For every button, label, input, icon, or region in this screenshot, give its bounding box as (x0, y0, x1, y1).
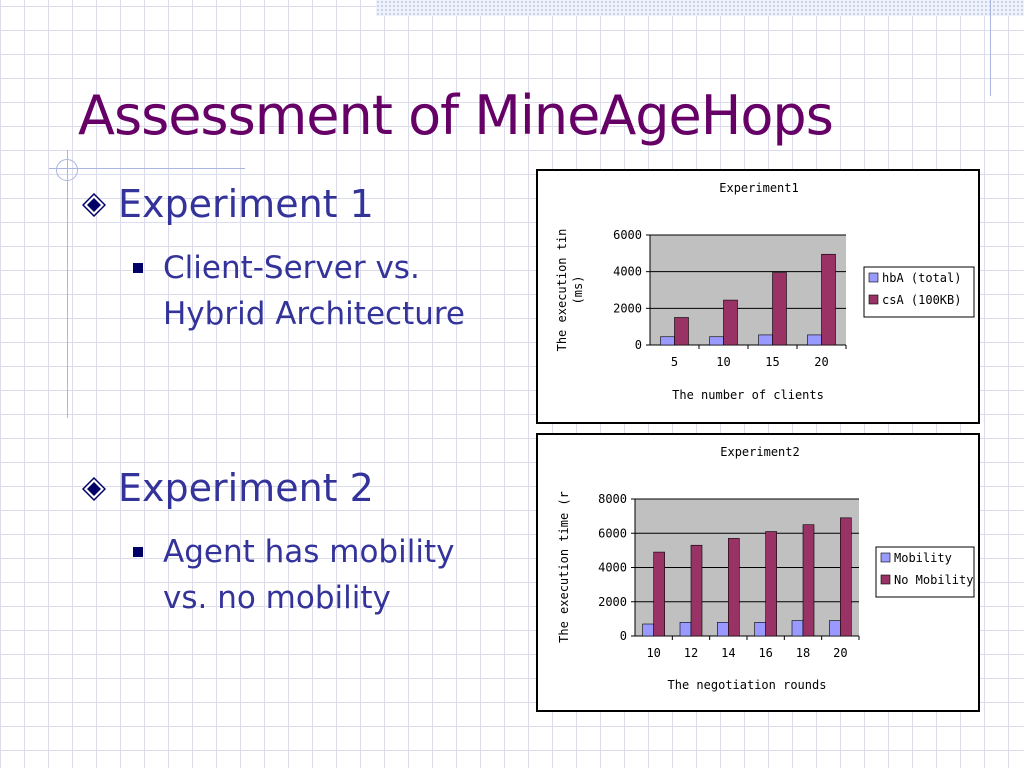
experiment2-chart: Experiment2 0 2000 4000 6000 8000 10 12 14 16 18 20… (536, 433, 980, 712)
y-tick-label: 6000 (598, 526, 627, 540)
x-tick-label: 20 (814, 355, 828, 369)
top-decoration-band (376, 0, 1024, 16)
bar-series-b (821, 253, 836, 346)
legend-label: csA (100KB) (882, 293, 961, 307)
x-tick-label: 10 (646, 646, 660, 660)
chart-title: Experiment2 (720, 445, 799, 459)
decoration-line (49, 168, 245, 169)
y-tick-label: 0 (620, 629, 627, 643)
experiment2-bullet: Agent has mobility vs. no mobility (163, 529, 454, 621)
bar-series-a (679, 622, 692, 637)
y-axis-label: (ms) (571, 276, 585, 305)
bar-series-b (690, 544, 703, 637)
legend-box (875, 546, 975, 598)
bar-series-a (791, 620, 804, 637)
experiment1-bullet-line2: Hybrid Architecture (163, 296, 466, 332)
y-tick-label: 8000 (598, 492, 627, 506)
x-tick-label: 16 (758, 646, 772, 660)
experiment2-chart-svg: Experiment2 0 2000 4000 6000 8000 10 12 14 16 18 20… (557, 445, 975, 692)
bar-series-b (674, 317, 689, 346)
bar-series-a (807, 334, 822, 346)
decoration-line (990, 0, 991, 96)
diamond-bullet-icon (82, 477, 106, 501)
legend-label: Mobility (894, 551, 952, 565)
legend-box (863, 266, 975, 318)
x-axis-label: The number of clients (672, 388, 824, 402)
bar-series-a (829, 620, 841, 637)
y-tick-label: 0 (635, 338, 642, 352)
bar-series-b (723, 299, 738, 346)
legend-label: hbA (total) (882, 271, 961, 285)
bar-series-b (653, 551, 665, 637)
experiment1-bullet-line1: Client-Server vs. (163, 250, 420, 286)
bar-series-a (660, 336, 675, 346)
legend-swatch (880, 552, 891, 563)
y-axis-label: The execution time (r (557, 491, 571, 643)
decoration-circle (56, 159, 78, 181)
bar-series-b (802, 524, 815, 637)
decoration-line (67, 150, 68, 418)
experiment1-bullet: Client-Server vs. Hybrid Architecture (163, 245, 465, 337)
experiment2-bullet-line2: vs. no mobility (163, 580, 391, 616)
x-tick-label: 15 (765, 355, 779, 369)
x-tick-label: 14 (721, 646, 735, 660)
square-bullet-icon (133, 547, 143, 557)
y-tick-label: 2000 (598, 595, 627, 609)
y-tick-label: 6000 (613, 228, 642, 242)
experiment2-heading: Experiment 2 (118, 466, 374, 510)
legend-swatch (868, 294, 879, 305)
x-axis-label: The negotiation rounds (668, 678, 827, 692)
legend-swatch (868, 272, 879, 283)
bar-series-b (765, 531, 777, 637)
bar-series-a (642, 623, 654, 637)
experiment1-heading: Experiment 1 (118, 182, 374, 226)
y-tick-label: 2000 (613, 301, 642, 315)
legend-swatch (880, 574, 891, 585)
bar-series-b (772, 272, 787, 346)
bar-series-b (728, 538, 740, 637)
slide-title: Assessment of MineAgeHops (78, 84, 834, 147)
experiment1-chart: Experiment1 0 2000 4000 6000 5 10 15 20 The numbe… (536, 169, 980, 424)
bar-series-a (709, 336, 724, 346)
y-tick-label: 4000 (613, 265, 642, 279)
chart-title: Experiment1 (719, 181, 798, 195)
x-tick-label: 18 (796, 646, 810, 660)
y-tick-label: 4000 (598, 561, 627, 575)
bar-series-b (840, 517, 852, 637)
bar-series-a (754, 622, 766, 637)
experiment2-bullet-line1: Agent has mobility (163, 534, 455, 570)
legend-label: No Mobility (894, 573, 973, 587)
diamond-bullet-icon (82, 193, 106, 217)
experiment1-chart-svg: Experiment1 0 2000 4000 6000 5 10 15 20 The numbe… (555, 181, 975, 402)
x-tick-label: 10 (716, 355, 730, 369)
x-tick-label: 20 (833, 646, 847, 660)
x-tick-label: 12 (684, 646, 698, 660)
bar-series-a (717, 622, 729, 637)
y-axis-label: The execution tin (555, 229, 569, 352)
square-bullet-icon (133, 263, 143, 273)
bar-series-a (758, 334, 773, 346)
x-tick-label: 5 (671, 355, 678, 369)
